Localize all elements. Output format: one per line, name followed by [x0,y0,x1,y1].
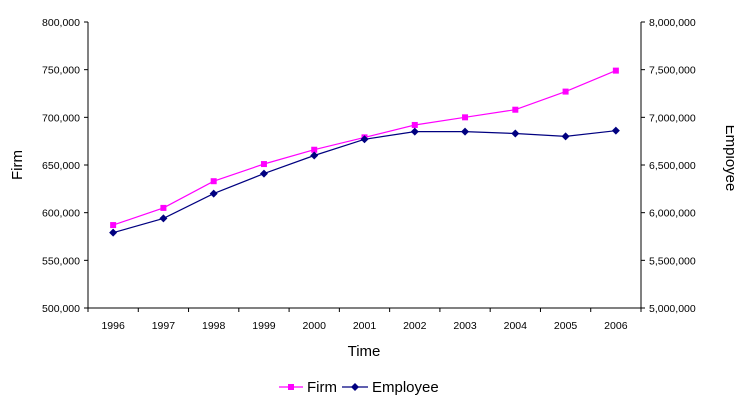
legend-employee-label: Employee [372,379,439,396]
x-axis-title: Time [348,343,381,360]
legend-firm-marker [288,384,294,390]
series-line-employee [112,130,616,234]
data-point-employee [259,169,268,178]
x-tick-group: 1996 1997 1998 1999 2000 2001 2002 2003 2004 2005… [87,308,642,332]
data-point-employee [109,228,118,237]
left-y-tick-label: 500,000 [42,303,80,315]
x-tick-label: 1997 [152,320,176,332]
data-point-firm [562,88,569,95]
data-point-employee [159,214,168,223]
right-y-tick-label: 5,500,000 [649,255,696,267]
right-y-tick-group: 8,000,000 7,500,000 7,000,000 6,500,000 6,00… [641,17,696,315]
data-point-firm [411,121,418,128]
x-tick-label: 1996 [101,320,125,332]
x-tick-label: 1998 [202,320,226,332]
data-point-employee [611,126,620,135]
right-y-tick-label: 5,000,000 [649,303,696,315]
data-point-employee [461,127,470,136]
data-point-firm [260,161,267,168]
data-point-employee [410,127,419,136]
legend-employee-marker [351,383,359,391]
legend: Firm Employee [279,379,439,396]
left-y-tick-label: 650,000 [42,160,80,172]
right-y-tick-label: 7,000,000 [649,112,696,124]
data-point-firm [160,204,167,211]
data-point-firm [462,114,469,121]
right-y-tick-label: 7,500,000 [649,65,696,77]
x-tick-label: 2006 [604,320,628,332]
x-tick-label: 2002 [403,320,427,332]
legend-item-firm: Firm [279,379,337,396]
legend-firm-label: Firm [307,379,337,396]
left-y-tick-label: 750,000 [42,65,80,77]
series-layer [109,67,620,237]
x-tick-label: 2005 [554,320,578,332]
x-tick-label: 2000 [303,320,327,332]
x-tick-label: 2004 [504,320,528,332]
left-y-tick-group: 800,000 750,000 700,000 650,000 600,000 550,0… [42,17,88,315]
data-point-firm [110,222,117,229]
data-point-employee [310,151,319,160]
x-tick-label: 2001 [353,320,377,332]
data-point-firm [311,146,318,153]
data-point-firm [612,67,619,74]
data-point-employee [561,132,570,141]
x-tick-label: 2003 [453,320,477,332]
data-point-firm [210,178,217,185]
left-y-tick-label: 800,000 [42,17,80,29]
data-point-employee [209,189,218,198]
right-y-tick-label: 6,500,000 [649,160,696,172]
left-y-axis-title: Firm [9,150,26,180]
right-y-tick-label: 8,000,000 [649,17,696,29]
left-y-tick-label: 600,000 [42,208,80,220]
right-y-tick-label: 6,000,000 [649,208,696,220]
x-tick-label: 1999 [252,320,276,332]
left-y-tick-label: 700,000 [42,112,80,124]
data-point-employee [360,135,369,144]
right-y-axis-title: Employee [722,125,734,192]
data-point-employee [511,129,520,138]
legend-item-employee: Employee [342,379,439,396]
data-point-firm [512,106,519,113]
series-line-firm [112,70,617,226]
left-y-tick-label: 550,000 [42,255,80,267]
